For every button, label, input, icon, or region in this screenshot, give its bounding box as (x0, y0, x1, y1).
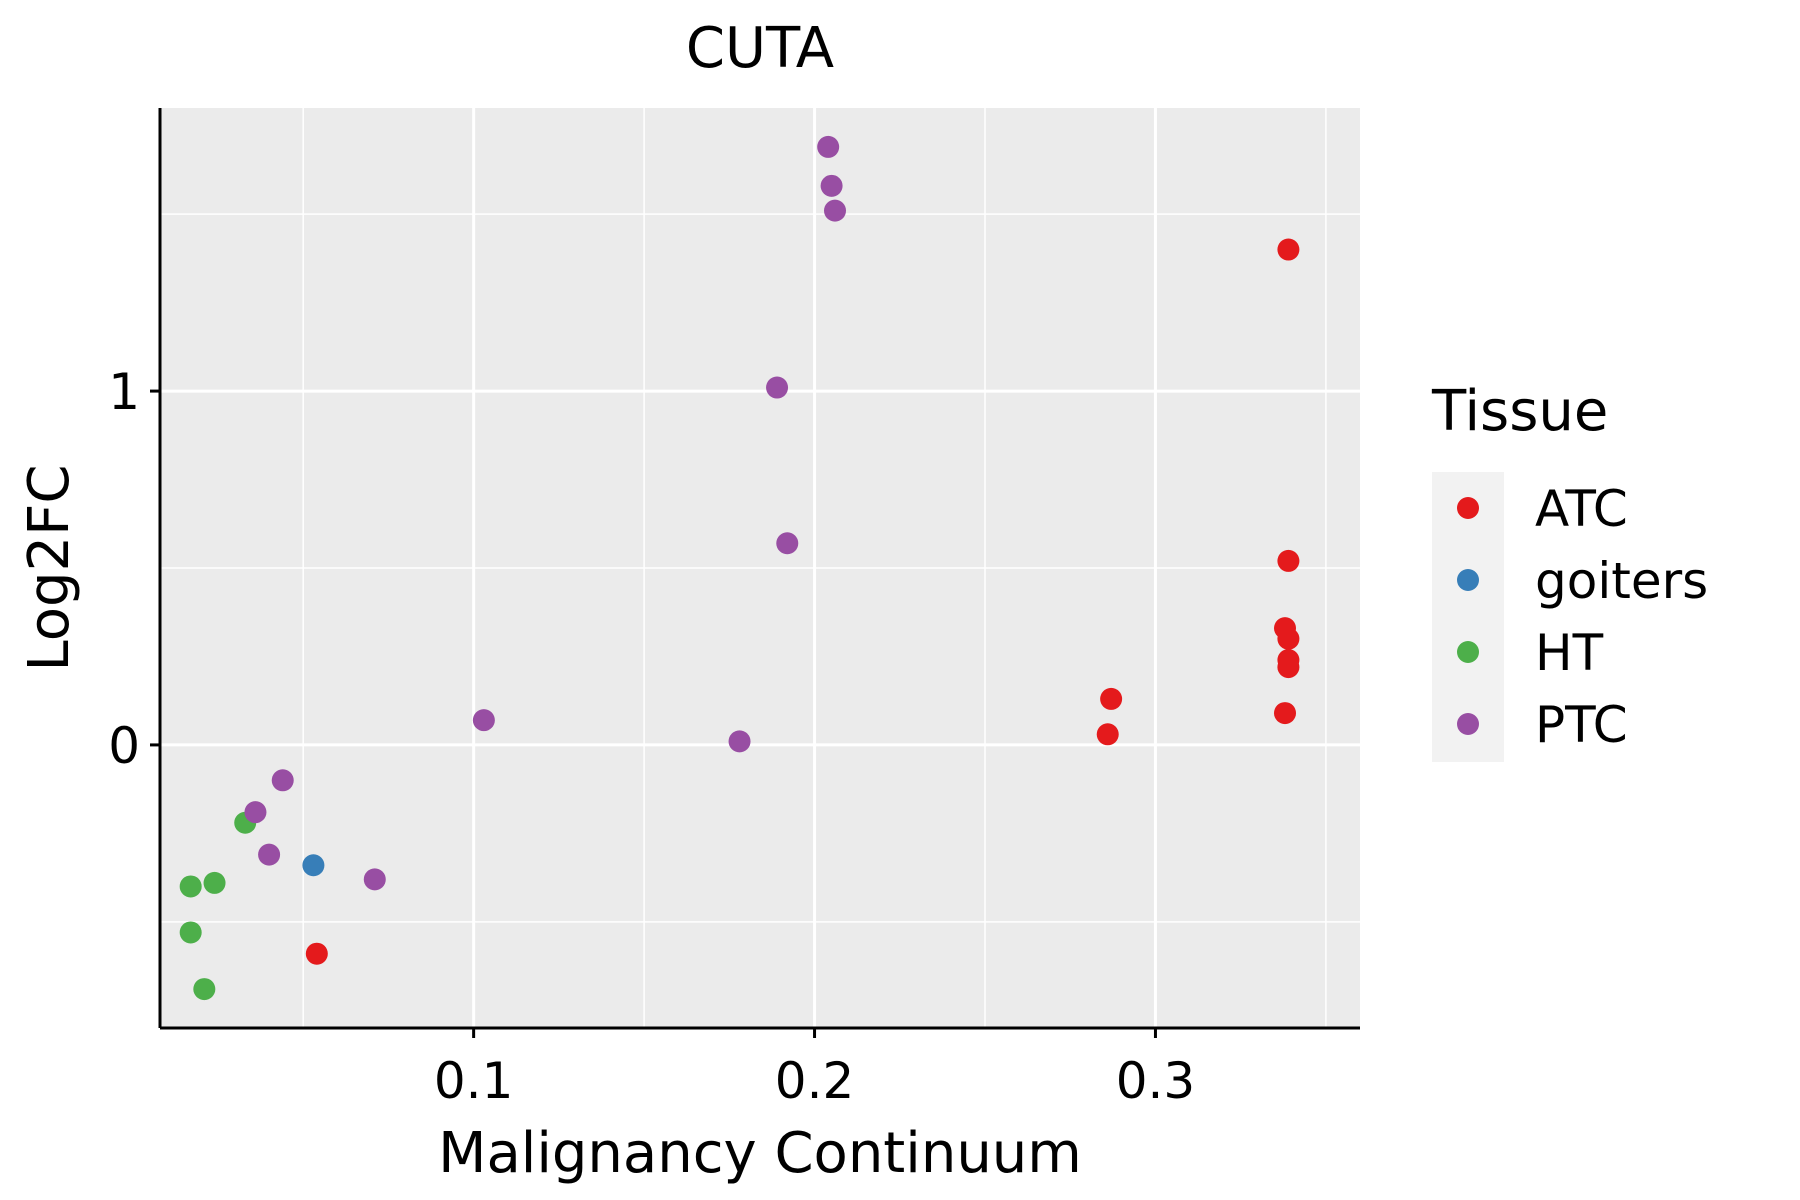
legend-label-ptc: PTC (1535, 696, 1628, 754)
legend-key-ptc (1457, 713, 1479, 735)
point-ht-1 (203, 871, 226, 894)
point-ptc-0 (817, 135, 840, 158)
x-axis-title: Malignancy Continuum (438, 1121, 1082, 1186)
grid-major (160, 108, 1360, 1028)
point-goiters-0 (302, 854, 325, 877)
point-atc-3 (1277, 627, 1300, 650)
point-ptc-4 (776, 532, 799, 555)
y-tick-label-0: 0 (108, 717, 140, 775)
chart-title: CUTA (686, 16, 834, 81)
legend-entries: ATC goiters HT PTC (1457, 480, 1708, 754)
point-ptc-5 (472, 709, 495, 732)
data-points (179, 135, 1300, 1001)
point-ht-3 (179, 921, 202, 944)
legend-key-atc (1457, 497, 1479, 519)
point-ptc-2 (824, 199, 846, 222)
x-tick-label-2: 0.3 (1116, 1052, 1196, 1110)
point-atc-1 (1277, 549, 1300, 572)
legend-label-ht: HT (1535, 624, 1604, 682)
legend-key-goiters (1457, 569, 1479, 591)
point-atc-8 (1096, 723, 1119, 746)
grid-minor (160, 108, 1360, 1028)
y-axis-title: Log2FC (17, 465, 82, 672)
point-ptc-10 (363, 868, 386, 891)
legend-label-goiters: goiters (1535, 552, 1708, 610)
y-axis-ticks: 01 (108, 363, 160, 775)
point-atc-6 (1274, 702, 1296, 725)
point-atc-5 (1277, 656, 1300, 679)
legend-key-ht (1457, 641, 1479, 663)
y-tick-label-1: 1 (108, 363, 140, 421)
point-atc-0 (1277, 238, 1300, 261)
point-ht-2 (179, 875, 202, 898)
point-atc-7 (1100, 687, 1123, 710)
point-ptc-3 (766, 376, 789, 399)
point-ptc-7 (271, 769, 294, 792)
x-tick-label-0: 0.1 (434, 1052, 514, 1110)
point-ptc-1 (820, 174, 843, 197)
point-ptc-6 (728, 730, 751, 753)
x-axis-ticks: 0.1 0.2 0.3 (434, 1028, 1195, 1110)
legend: Tissue ATC goiters HT PTC (1431, 379, 1708, 762)
point-ht-4 (193, 978, 216, 1001)
point-ptc-8 (244, 801, 267, 824)
point-atc-9 (305, 942, 328, 965)
legend-title: Tissue (1431, 379, 1608, 444)
point-ptc-9 (258, 843, 281, 866)
legend-label-atc: ATC (1535, 480, 1628, 538)
x-tick-label-1: 0.2 (775, 1052, 855, 1110)
